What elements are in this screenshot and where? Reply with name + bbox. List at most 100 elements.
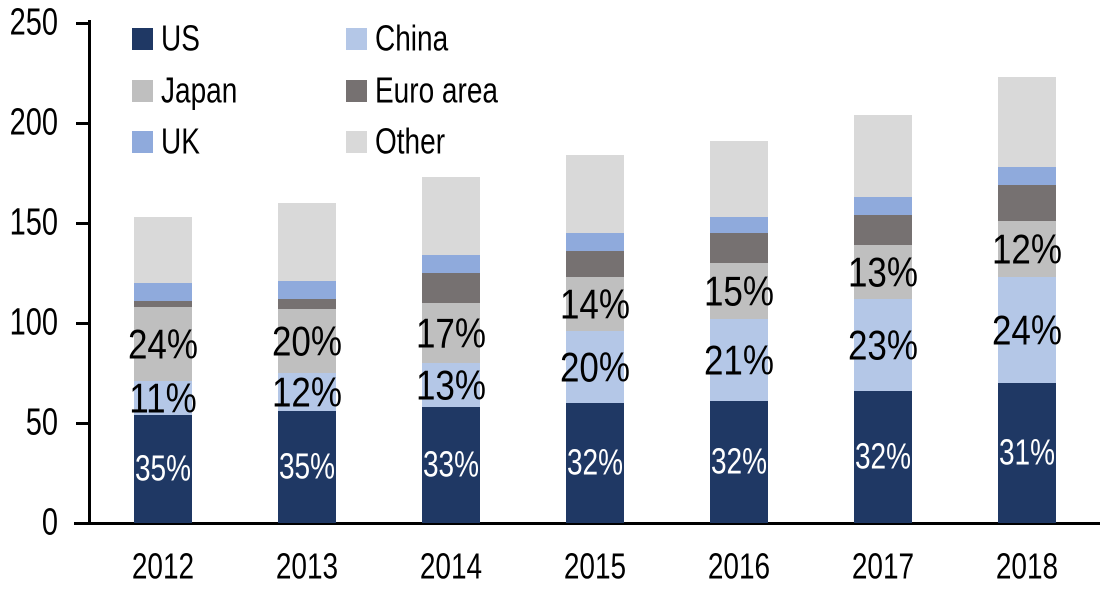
bar-segment-uk-2013 bbox=[278, 281, 336, 299]
legend-item-euro-area: Euro area bbox=[346, 72, 498, 109]
x-tick-label-2012: 2012 bbox=[103, 547, 223, 587]
legend-swatch-us bbox=[132, 28, 153, 50]
bar-segment-euro-area-2014 bbox=[422, 273, 480, 303]
bar-segment-uk-2012 bbox=[134, 283, 192, 301]
bar-segment-us-2014 bbox=[422, 407, 480, 523]
legend-swatch-uk bbox=[132, 131, 153, 153]
legend-label: UK bbox=[161, 121, 200, 162]
bar-segment-uk-2018 bbox=[998, 167, 1056, 185]
legend-item-uk: UK bbox=[132, 123, 200, 160]
x-tick-label-2016: 2016 bbox=[679, 547, 799, 587]
y-tick-mark bbox=[76, 521, 88, 525]
y-tick-mark bbox=[76, 321, 88, 325]
bar-segment-china-2012 bbox=[134, 381, 192, 415]
bar-segment-china-2014 bbox=[422, 363, 480, 407]
legend-label: Euro area bbox=[375, 70, 498, 111]
bar-segment-euro-area-2016 bbox=[710, 233, 768, 263]
y-tick-value: 200 bbox=[9, 101, 58, 144]
legend-label-wrap: Other bbox=[375, 121, 446, 162]
y-tick-value: 100 bbox=[9, 301, 58, 344]
x-tick-value: 2016 bbox=[707, 546, 771, 587]
bar-segment-other-2018 bbox=[998, 77, 1056, 167]
bar-segment-us-2012 bbox=[134, 415, 192, 523]
y-tick-mark bbox=[76, 121, 88, 125]
y-tick-label: 250 bbox=[0, 3, 58, 43]
y-tick-mark bbox=[76, 421, 88, 425]
x-tick-value: 2017 bbox=[851, 546, 915, 587]
legend-item-japan: Japan bbox=[132, 72, 237, 109]
bar-segment-japan-2012 bbox=[134, 307, 192, 381]
bar-segment-other-2015 bbox=[566, 155, 624, 233]
x-tick-value: 2012 bbox=[131, 546, 195, 587]
y-tick-label: 50 bbox=[0, 403, 58, 443]
legend-swatch-euro-area bbox=[346, 80, 367, 102]
y-tick-value: 50 bbox=[25, 401, 58, 444]
x-tick-label-2014: 2014 bbox=[391, 547, 511, 587]
bar-segment-us-2018 bbox=[998, 383, 1056, 523]
bar-segment-euro-area-2015 bbox=[566, 251, 624, 277]
bar-segment-other-2013 bbox=[278, 203, 336, 281]
bar-segment-uk-2016 bbox=[710, 217, 768, 233]
x-tick-value: 2015 bbox=[563, 546, 627, 587]
bar-segment-other-2014 bbox=[422, 177, 480, 255]
bar-segment-us-2013 bbox=[278, 411, 336, 523]
legend-label-wrap: US bbox=[161, 18, 200, 59]
legend-label: Japan bbox=[161, 70, 238, 111]
y-axis-line bbox=[88, 20, 91, 525]
y-tick-mark bbox=[76, 221, 88, 225]
bar-segment-japan-2014 bbox=[422, 303, 480, 363]
bar-segment-euro-area-2012 bbox=[134, 301, 192, 307]
x-tick-value: 2018 bbox=[995, 546, 1059, 587]
x-tick-label-2017: 2017 bbox=[823, 547, 943, 587]
y-tick-value: 250 bbox=[9, 1, 58, 44]
bar-segment-euro-area-2018 bbox=[998, 185, 1056, 221]
legend-label: Other bbox=[375, 121, 446, 162]
y-tick-label: 200 bbox=[0, 103, 58, 143]
x-tick-value: 2014 bbox=[419, 546, 483, 587]
y-tick-label: 150 bbox=[0, 203, 58, 243]
bar-segment-uk-2017 bbox=[854, 197, 912, 215]
legend-label-wrap: Japan bbox=[161, 70, 238, 111]
legend-swatch-china bbox=[346, 28, 367, 50]
x-tick-value: 2013 bbox=[275, 546, 339, 587]
bar-segment-japan-2018 bbox=[998, 221, 1056, 277]
bar-segment-japan-2013 bbox=[278, 309, 336, 373]
legend-label: China bbox=[375, 18, 449, 59]
bar-segment-us-2016 bbox=[710, 401, 768, 523]
x-axis-line bbox=[74, 522, 1100, 525]
legend-item-other: Other bbox=[346, 123, 445, 160]
bar-segment-other-2016 bbox=[710, 141, 768, 217]
bar-segment-japan-2016 bbox=[710, 263, 768, 319]
x-tick-label-2013: 2013 bbox=[247, 547, 367, 587]
bar-segment-uk-2014 bbox=[422, 255, 480, 273]
legend-label-wrap: Euro area bbox=[375, 70, 498, 111]
legend-label-wrap: UK bbox=[161, 121, 200, 162]
legend-label-wrap: China bbox=[375, 18, 449, 59]
legend-item-china: China bbox=[346, 20, 448, 57]
bar-segment-japan-2017 bbox=[854, 245, 912, 299]
bar-segment-china-2013 bbox=[278, 373, 336, 411]
y-tick-value: 0 bbox=[41, 501, 58, 544]
bar-segment-china-2015 bbox=[566, 331, 624, 403]
bar-segment-us-2015 bbox=[566, 403, 624, 523]
bar-segment-china-2017 bbox=[854, 299, 912, 391]
legend-swatch-other bbox=[346, 131, 367, 153]
legend-swatch-japan bbox=[132, 80, 153, 102]
bar-segment-us-2017 bbox=[854, 391, 912, 523]
bar-segment-euro-area-2017 bbox=[854, 215, 912, 245]
y-tick-label: 100 bbox=[0, 303, 58, 343]
y-tick-value: 150 bbox=[9, 201, 58, 244]
bar-segment-other-2012 bbox=[134, 217, 192, 283]
x-tick-label-2018: 2018 bbox=[967, 547, 1087, 587]
bar-segment-other-2017 bbox=[854, 115, 912, 197]
bar-segment-china-2016 bbox=[710, 319, 768, 401]
bar-segment-uk-2015 bbox=[566, 233, 624, 251]
bar-segment-euro-area-2013 bbox=[278, 299, 336, 309]
y-tick-label: 0 bbox=[0, 503, 58, 543]
y-tick-mark bbox=[76, 21, 88, 25]
x-tick-label-2015: 2015 bbox=[535, 547, 655, 587]
bar-segment-japan-2015 bbox=[566, 277, 624, 331]
legend-label: US bbox=[161, 18, 200, 59]
legend-item-us: US bbox=[132, 20, 200, 57]
